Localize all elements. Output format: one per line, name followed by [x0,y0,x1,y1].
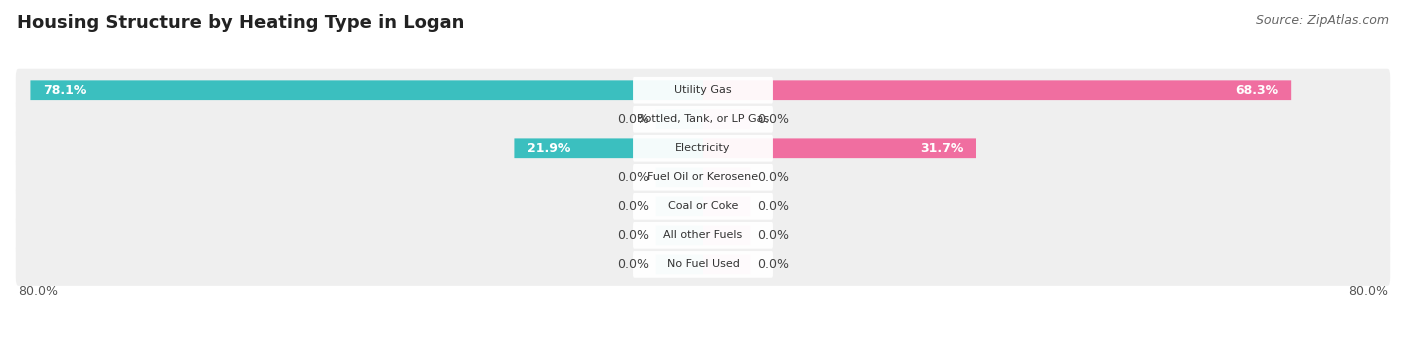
FancyBboxPatch shape [15,127,1391,170]
Text: 0.0%: 0.0% [758,258,789,271]
FancyBboxPatch shape [15,69,1391,112]
FancyBboxPatch shape [703,109,751,129]
Text: 80.0%: 80.0% [18,286,59,299]
FancyBboxPatch shape [655,255,703,274]
Text: 31.7%: 31.7% [920,142,963,155]
FancyBboxPatch shape [633,193,773,220]
Text: 80.0%: 80.0% [1347,286,1388,299]
Text: 21.9%: 21.9% [527,142,571,155]
Text: Electricity: Electricity [675,143,731,153]
FancyBboxPatch shape [703,255,751,274]
Text: Coal or Coke: Coal or Coke [668,201,738,211]
FancyBboxPatch shape [703,167,751,187]
FancyBboxPatch shape [15,156,1391,199]
Text: Housing Structure by Heating Type in Logan: Housing Structure by Heating Type in Log… [17,14,464,32]
Text: Source: ZipAtlas.com: Source: ZipAtlas.com [1256,14,1389,27]
Text: 0.0%: 0.0% [617,200,648,213]
FancyBboxPatch shape [655,167,703,187]
FancyBboxPatch shape [633,251,773,278]
Text: 0.0%: 0.0% [758,229,789,242]
Text: 0.0%: 0.0% [758,171,789,184]
FancyBboxPatch shape [703,80,1291,100]
FancyBboxPatch shape [703,225,751,245]
FancyBboxPatch shape [703,197,751,216]
Text: No Fuel Used: No Fuel Used [666,259,740,269]
FancyBboxPatch shape [15,243,1391,286]
FancyBboxPatch shape [31,80,703,100]
FancyBboxPatch shape [633,164,773,191]
Text: Utility Gas: Utility Gas [675,85,731,95]
FancyBboxPatch shape [15,98,1391,141]
FancyBboxPatch shape [633,77,773,104]
FancyBboxPatch shape [655,109,703,129]
Text: All other Fuels: All other Fuels [664,230,742,240]
Text: 0.0%: 0.0% [617,258,648,271]
Text: 0.0%: 0.0% [758,113,789,126]
Text: 0.0%: 0.0% [617,229,648,242]
FancyBboxPatch shape [655,225,703,245]
Text: 68.3%: 68.3% [1234,84,1278,97]
FancyBboxPatch shape [633,106,773,133]
Text: Fuel Oil or Kerosene: Fuel Oil or Kerosene [647,172,759,182]
FancyBboxPatch shape [15,185,1391,228]
FancyBboxPatch shape [633,222,773,249]
FancyBboxPatch shape [15,214,1391,257]
Text: 0.0%: 0.0% [617,113,648,126]
Text: 0.0%: 0.0% [758,200,789,213]
FancyBboxPatch shape [515,138,703,158]
Text: 0.0%: 0.0% [617,171,648,184]
FancyBboxPatch shape [633,135,773,162]
Text: Bottled, Tank, or LP Gas: Bottled, Tank, or LP Gas [637,114,769,124]
FancyBboxPatch shape [703,138,976,158]
Text: 78.1%: 78.1% [44,84,87,97]
FancyBboxPatch shape [655,197,703,216]
